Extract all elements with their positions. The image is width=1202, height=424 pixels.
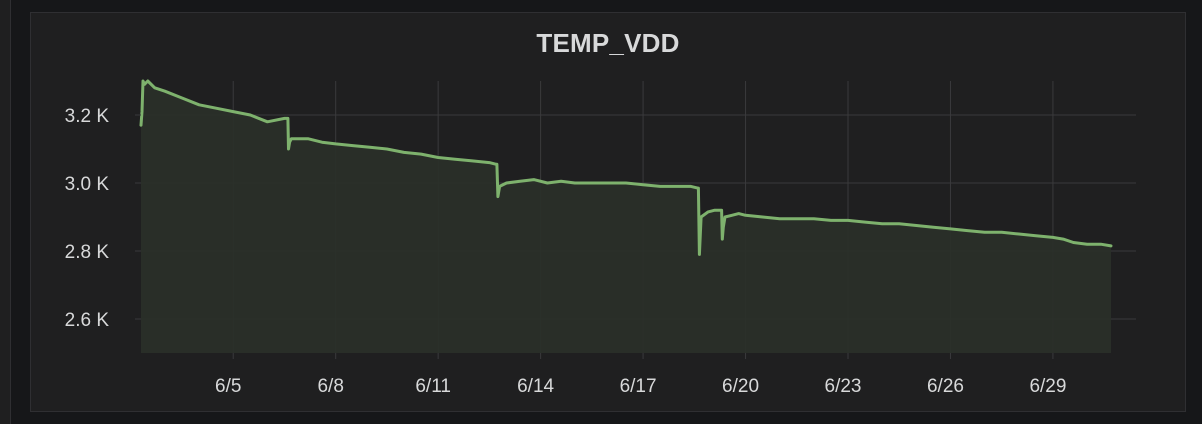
x-tick-label: 6/11	[415, 376, 451, 397]
x-tick-label: 6/14	[517, 376, 554, 397]
y-axis: 2.6 K 2.8 K 3.0 K 3.2 K	[65, 106, 141, 331]
y-tick-label: 2.6 K	[65, 310, 110, 331]
x-tick-label: 6/5	[215, 376, 241, 397]
y-tick-label: 3.2 K	[65, 106, 110, 127]
x-tick-label: 6/23	[825, 376, 862, 397]
x-tick-label: 6/20	[722, 376, 759, 397]
x-axis: 6/5 6/8 6/11 6/14 6/17 6/20 6/23 6/26 6/29	[215, 353, 1066, 397]
x-tick-label: 6/17	[620, 376, 657, 397]
x-tick-label: 6/26	[927, 376, 964, 397]
x-tick-label: 6/29	[1029, 376, 1066, 397]
x-tick-label: 6/8	[317, 376, 343, 397]
y-tick-label: 3.0 K	[65, 174, 110, 195]
y-tick-label: 2.8 K	[65, 242, 110, 263]
